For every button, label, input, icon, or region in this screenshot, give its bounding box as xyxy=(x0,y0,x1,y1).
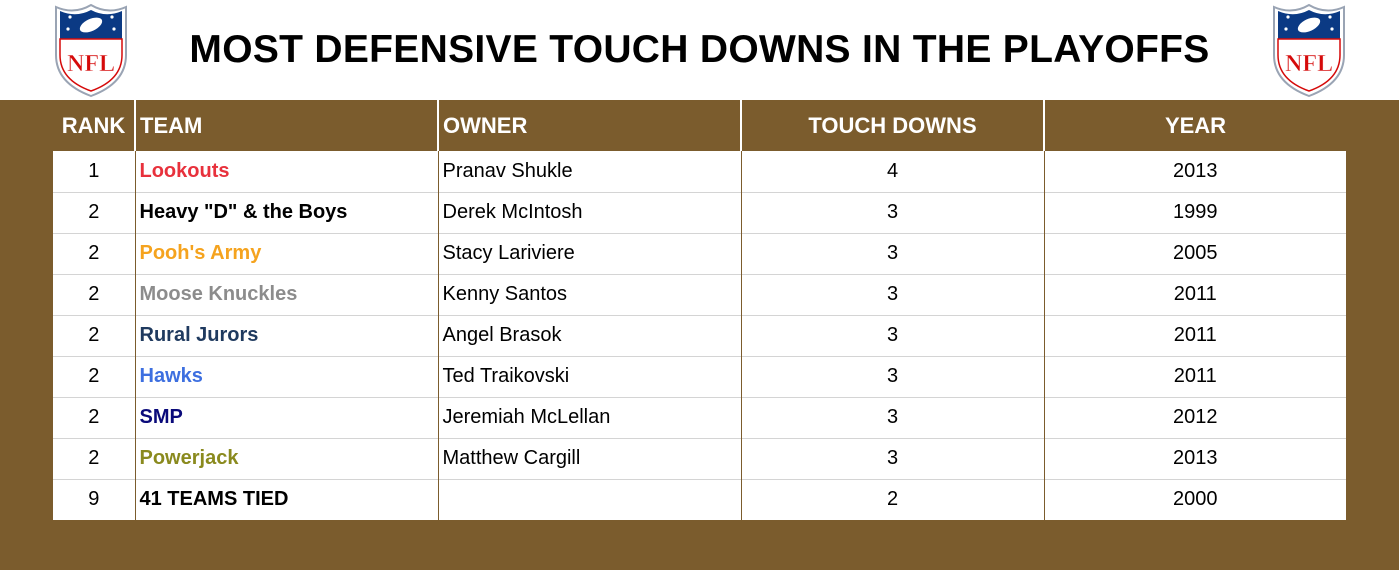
rank-cell: 2 xyxy=(53,273,135,315)
touch-downs-cell: 3 xyxy=(740,437,1044,479)
year-cell: 2013 xyxy=(1043,151,1346,192)
nfl-logo-text-left: NFL xyxy=(67,51,115,77)
header-row: RANK TEAM OWNER TOUCH DOWNS YEAR xyxy=(53,100,1346,151)
owner-cell: Matthew Cargill xyxy=(437,437,741,479)
rank-cell: 2 xyxy=(53,355,135,397)
team-cell: Moose Knuckles xyxy=(134,273,438,315)
owner-cell: Stacy Lariviere xyxy=(437,232,741,274)
header: NFL MOST DEFENSIVE TOUCH DOWNS IN THE PL… xyxy=(0,0,1399,101)
year-cell: 2013 xyxy=(1043,437,1346,479)
team-cell: Powerjack xyxy=(134,437,438,479)
touch-downs-cell: 3 xyxy=(740,396,1044,438)
rank-cell: 2 xyxy=(53,396,135,438)
touch-downs-cell: 3 xyxy=(740,273,1044,315)
col-header-touch-downs: TOUCH DOWNS xyxy=(740,100,1044,151)
col-header-year: YEAR xyxy=(1043,100,1346,151)
year-cell: 1999 xyxy=(1043,191,1346,233)
rank-cell: 2 xyxy=(53,314,135,356)
rank-cell: 2 xyxy=(53,437,135,479)
col-header-owner: OWNER xyxy=(437,100,741,151)
table-row: 2 SMP Jeremiah McLellan 3 2012 xyxy=(53,396,1346,438)
year-cell: 2005 xyxy=(1043,232,1346,274)
col-header-rank: RANK xyxy=(61,112,126,138)
owner-cell: Jeremiah McLellan xyxy=(437,396,741,438)
table-row: 2 Pooh's Army Stacy Lariviere 3 2005 xyxy=(53,232,1346,274)
page-title: MOST DEFENSIVE TOUCH DOWNS IN THE PLAYOF… xyxy=(189,28,1210,71)
table-row: 2 Powerjack Matthew Cargill 3 2013 xyxy=(53,437,1346,479)
owner-cell: Angel Brasok xyxy=(437,314,741,356)
touch-downs-cell: 3 xyxy=(740,355,1044,397)
rank-cell: 1 xyxy=(53,151,135,192)
team-cell: Lookouts xyxy=(134,151,438,192)
table-body: 1 Lookouts Pranav Shukle 4 2013 2 Heavy "D" & … xyxy=(53,151,1346,520)
team-cell: Heavy "D" & the Boys xyxy=(134,191,438,233)
table-row: 9 41 TEAMS TIED 2 2000 xyxy=(53,478,1346,520)
team-cell: Rural Jurors xyxy=(134,314,438,356)
touch-downs-cell: 2 xyxy=(740,478,1044,520)
nfl-logo-left: NFL xyxy=(55,3,127,98)
rank-cell: 2 xyxy=(53,191,135,233)
standings-table: RANK TEAM OWNER TOUCH DOWNS YEAR 1 Lookou… xyxy=(53,100,1346,520)
team-cell: Pooh's Army xyxy=(134,232,438,274)
team-cell: 41 TEAMS TIED xyxy=(134,478,438,520)
year-cell: 2011 xyxy=(1043,355,1346,397)
col-header-team: TEAM xyxy=(134,100,438,151)
table-row: 2 Rural Jurors Angel Brasok 3 2011 xyxy=(53,314,1346,356)
nfl-logo-right: NFL xyxy=(1273,3,1345,98)
touch-downs-cell: 3 xyxy=(740,232,1044,274)
nfl-logo-text-right: NFL xyxy=(1285,51,1333,77)
year-cell: 2012 xyxy=(1043,396,1346,438)
touch-downs-cell: 3 xyxy=(740,314,1044,356)
owner-cell: Ted Traikovski xyxy=(437,355,741,397)
year-cell: 2011 xyxy=(1043,314,1346,356)
year-cell: 2000 xyxy=(1043,478,1346,520)
table-row: 2 Heavy "D" & the Boys Derek McIntosh 3 1999 xyxy=(53,191,1346,233)
table-row: 1 Lookouts Pranav Shukle 4 2013 xyxy=(53,151,1346,192)
table-row: 2 Hawks Ted Traikovski 3 2011 xyxy=(53,355,1346,397)
owner-cell: Derek McIntosh xyxy=(437,191,741,233)
touch-downs-cell: 4 xyxy=(740,151,1044,192)
rank-cell: 9 xyxy=(53,478,135,520)
team-cell: Hawks xyxy=(134,355,438,397)
owner-cell: Kenny Santos xyxy=(437,273,741,315)
owner-cell: Pranav Shukle xyxy=(437,151,741,192)
owner-cell xyxy=(437,478,741,520)
year-cell: 2011 xyxy=(1043,273,1346,315)
table-row: 2 Moose Knuckles Kenny Santos 3 2011 xyxy=(53,273,1346,315)
team-cell: SMP xyxy=(134,396,438,438)
rank-cell: 2 xyxy=(53,232,135,274)
touch-downs-cell: 3 xyxy=(740,191,1044,233)
